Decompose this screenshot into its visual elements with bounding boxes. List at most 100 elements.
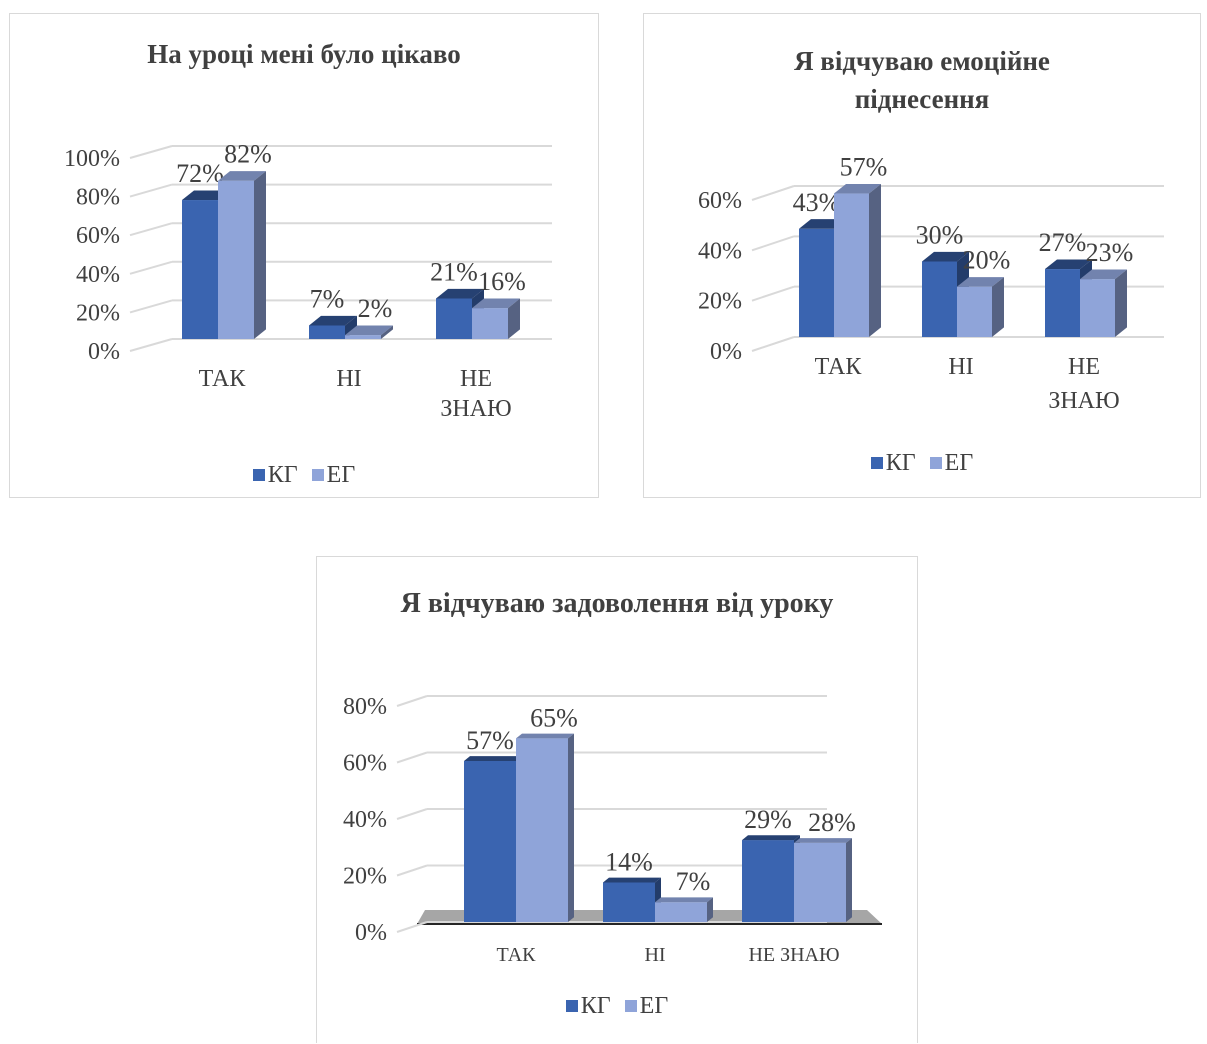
bar <box>182 200 218 339</box>
gridline-diagonal <box>396 751 428 764</box>
data-label: 57% <box>840 153 888 182</box>
y-tick-label: 40% <box>76 262 120 288</box>
y-tick-label: 20% <box>698 289 742 315</box>
gridline-diagonal <box>751 336 795 352</box>
chart-plot: 0% 20% 40% 60% 80% 100% 72%82% ТАК 7% 2% НІ 21% 16% Н… <box>64 140 552 422</box>
y-tick-label: 0% <box>88 339 120 365</box>
bar-side <box>254 171 266 339</box>
bar <box>922 261 957 337</box>
bar-side <box>508 298 520 339</box>
bar <box>957 286 992 337</box>
category-label: НІ <box>644 944 665 966</box>
legend-label-kg: КГ <box>580 993 611 1019</box>
bar-side <box>381 325 393 339</box>
gridline-diagonal <box>396 695 428 707</box>
bar <box>1080 279 1115 337</box>
legend-swatch-eg <box>929 457 942 469</box>
y-tick-label: 80% <box>343 694 387 720</box>
chart-title: Я відчуваю емоційне піднесення <box>794 46 1050 114</box>
bar-top <box>922 251 969 262</box>
data-label: 16% <box>478 267 526 296</box>
bar-top <box>345 325 393 336</box>
y-tick-label: 60% <box>76 223 120 249</box>
bar <box>516 738 568 922</box>
category-label: НІ <box>336 366 361 392</box>
gridline-diagonal <box>129 222 173 237</box>
y-tick-label: 20% <box>343 864 387 890</box>
data-label: 20% <box>963 246 1011 275</box>
bar <box>742 840 794 922</box>
legend-item-kg: КГ <box>252 462 298 489</box>
category-label: НЕ <box>460 366 492 392</box>
category-label: ТАК <box>496 944 536 966</box>
gridline-diagonal <box>396 808 428 820</box>
legend-swatch-eg <box>624 1000 637 1012</box>
legend-label-kg: КГ <box>885 450 916 476</box>
bar-top <box>464 756 522 761</box>
data-label: 23% <box>1086 238 1134 267</box>
chart-legend: КГ ЕГ <box>644 450 1200 477</box>
data-label: 7% <box>676 867 711 896</box>
data-label: 21% <box>430 257 478 286</box>
category-label: НЕ <box>1068 354 1100 380</box>
bar <box>345 335 381 339</box>
bar-top <box>742 835 800 841</box>
bar-top <box>436 288 484 299</box>
bar-side <box>707 897 713 922</box>
bar-top <box>603 877 661 883</box>
category-label: ЗНАЮ <box>440 396 511 422</box>
data-label: 27% <box>1039 228 1087 257</box>
legend-swatch-kg <box>565 1000 578 1012</box>
chart-legend: КГ ЕГ <box>317 993 917 1020</box>
category-label: ТАК <box>815 354 863 380</box>
y-tick-label: 20% <box>76 300 120 326</box>
gridline-diagonal <box>129 260 173 275</box>
chart-panel-satisfaction: Я відчуваю задоволення від уроку 0% 20% 40… <box>316 556 918 1043</box>
bar <box>436 298 472 339</box>
bar <box>472 308 508 339</box>
bar-top <box>794 838 852 843</box>
bar-top <box>957 277 1004 287</box>
category-label: ТАК <box>199 366 247 392</box>
bar-top <box>1045 259 1092 270</box>
bar <box>834 193 869 337</box>
y-tick-label: 40% <box>698 238 742 264</box>
legend-label-eg: ЕГ <box>639 993 669 1019</box>
y-tick-label: 0% <box>710 339 742 365</box>
y-tick-label: 60% <box>698 188 742 214</box>
gridline-diagonal <box>129 338 173 352</box>
legend-item-eg: ЕГ <box>624 993 669 1020</box>
gridline-diagonal <box>129 183 173 198</box>
bar-top <box>309 315 357 326</box>
bar-top <box>655 897 713 903</box>
data-label: 29% <box>744 805 792 834</box>
data-label: 7% <box>310 284 345 313</box>
y-tick-label: 0% <box>355 920 387 946</box>
bar-top <box>834 183 881 194</box>
gridline-diagonal <box>751 285 795 302</box>
data-label: 30% <box>916 221 964 250</box>
gridline-diagonal <box>751 185 795 201</box>
legend-swatch-kg <box>252 469 265 481</box>
bar-side <box>568 733 574 922</box>
bar-top <box>472 298 520 309</box>
legend-item-kg: КГ <box>870 450 916 477</box>
legend-label-kg: КГ <box>267 462 298 488</box>
bar <box>603 882 655 922</box>
bar-side <box>869 183 881 337</box>
legend-item-kg: КГ <box>565 993 611 1020</box>
gridline-diagonal <box>396 864 428 877</box>
legend-swatch-eg <box>311 469 324 481</box>
bar-top <box>516 733 574 739</box>
bar-top <box>1080 269 1127 280</box>
bar-top <box>218 171 266 181</box>
bar <box>1045 269 1080 337</box>
chart-plot: 0% 20% 40% 60% 80% 57% 65% ТАК 14% 7% НІ 29% 28% НЕ З… <box>343 694 882 966</box>
bar <box>218 180 254 339</box>
bar-side <box>1115 269 1127 337</box>
bar <box>464 760 516 922</box>
chart-title: На уроці мені було цікаво <box>147 39 461 69</box>
y-tick-label: 40% <box>343 807 387 833</box>
legend-item-eg: ЕГ <box>311 462 355 489</box>
